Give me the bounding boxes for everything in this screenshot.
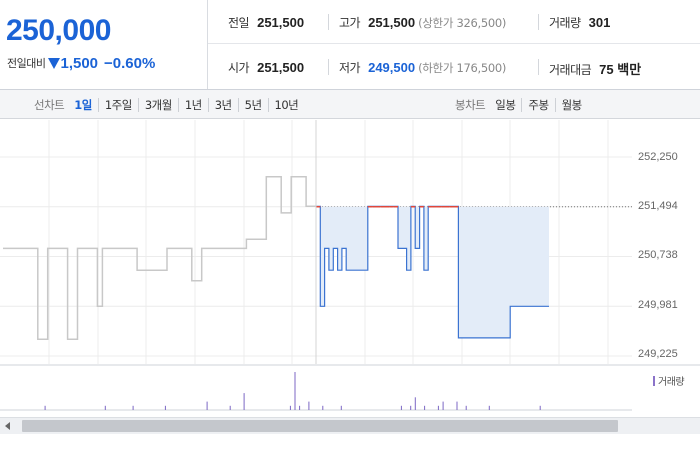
tab-3-years[interactable]: 3년 xyxy=(207,98,238,112)
volume-bar xyxy=(44,405,46,410)
tab-weekly-candle[interactable]: 주봉 xyxy=(521,98,555,112)
volume-bar xyxy=(414,397,416,410)
stat-prev-close: 전일 251,500 xyxy=(228,14,304,31)
tab-1-day[interactable]: 1일 xyxy=(74,98,92,112)
volume-bar xyxy=(289,405,291,410)
volume-legend-swatch xyxy=(653,376,655,386)
change-row: 전일대비 1,500 −0.60% xyxy=(7,53,155,72)
chart-scrollbar[interactable] xyxy=(0,417,700,434)
stat-value: 251,500 xyxy=(257,60,305,75)
stat-grid: 전일 251,500 고가 251,500 (상한가 326,500) 거래량 301 … xyxy=(208,0,700,89)
volume-bar xyxy=(442,401,444,410)
candle-chart-label: 봉차트 xyxy=(455,98,486,112)
quote-header: 250,000 전일대비 1,500 −0.60% 전일 251,500 고가 251,… xyxy=(0,0,700,90)
tab-5-years[interactable]: 5년 xyxy=(237,98,268,112)
volume-bar xyxy=(164,405,166,410)
price-chart-svg xyxy=(0,120,700,411)
tab-1-year[interactable]: 1년 xyxy=(177,98,208,112)
price-chart: 252,250 251,494 250,738 249,981 249,225 … xyxy=(0,120,700,418)
stat-row: 전일 251,500 고가 251,500 (상한가 326,500) 거래량 301 xyxy=(208,0,700,44)
tab-daily-candle[interactable]: 일봉 xyxy=(495,98,516,112)
y-tick-label: 251,494 xyxy=(638,200,678,212)
stat-volume: 거래량 301 xyxy=(538,14,610,30)
stat-row: 시가 251,500 저가 249,500 (하한가 176,500) 거래대금 75 … xyxy=(208,45,700,89)
volume-bar xyxy=(294,372,296,410)
volume-bar xyxy=(308,401,310,410)
volume-bar xyxy=(132,405,134,410)
tab-1-week[interactable]: 1주일 xyxy=(97,98,138,112)
volume-bar xyxy=(424,405,426,410)
tab-monthly-candle[interactable]: 월봉 xyxy=(554,98,588,112)
stat-high: 고가 251,500 (상한가 326,500) xyxy=(328,14,506,30)
y-tick-label: 250,738 xyxy=(638,249,678,261)
volume-bar xyxy=(229,405,231,410)
volume-bar xyxy=(465,405,467,410)
volume-bar xyxy=(410,405,412,410)
volume-legend-label: 거래량 xyxy=(658,377,685,388)
stat-label: 전일 xyxy=(228,16,250,30)
volume-bar xyxy=(456,401,458,410)
change-label: 전일대비 xyxy=(7,57,46,70)
today-series-area xyxy=(316,206,549,338)
scroll-thumb[interactable] xyxy=(22,420,618,432)
line-chart-tabs: 선차트 1일 1주일 3개월 1년 3년 5년 10년 xyxy=(34,97,305,113)
volume-bar xyxy=(299,405,301,410)
candle-chart-tabs: 봉차트 일봉 주봉 월봉 xyxy=(455,97,588,113)
stat-label: 거래량 xyxy=(549,16,581,30)
stat-label: 저가 xyxy=(339,61,361,75)
tab-3-months[interactable]: 3개월 xyxy=(137,98,178,112)
scroll-left-arrow-icon[interactable] xyxy=(5,422,10,430)
y-tick-label: 249,225 xyxy=(638,348,678,360)
volume-bar xyxy=(322,405,324,410)
stat-label: 거래대금 xyxy=(549,63,592,77)
tab-10-years[interactable]: 10년 xyxy=(267,98,305,112)
line-chart-label: 선차트 xyxy=(34,98,65,112)
y-tick-label: 249,981 xyxy=(638,299,678,311)
chart-period-tabs: 선차트 1일 1주일 3개월 1년 3년 5년 10년 봉차트 일봉 주봉 월봉 xyxy=(0,90,700,119)
stat-label: 고가 xyxy=(339,16,361,30)
y-tick-label: 252,250 xyxy=(638,151,678,163)
volume-legend: 거래량 xyxy=(653,373,685,388)
price-block: 250,000 전일대비 1,500 −0.60% xyxy=(0,0,208,89)
today-series-line xyxy=(316,205,549,339)
volume-bar xyxy=(539,405,541,410)
stat-value: 251,500 xyxy=(368,15,416,30)
stat-label: 시가 xyxy=(228,61,250,75)
stat-value: 251,500 xyxy=(257,15,305,30)
change-rate: −0.60% xyxy=(104,55,156,72)
volume-bar xyxy=(340,405,342,410)
lower-limit-note: (하한가 176,500) xyxy=(418,61,507,75)
stat-low: 저가 249,500 (하한가 176,500) xyxy=(328,59,506,75)
volume-bar xyxy=(104,405,106,410)
change-amount: 1,500 xyxy=(60,55,99,72)
stat-value: 301 xyxy=(588,15,611,30)
history-series-line xyxy=(3,175,316,340)
volume-bar xyxy=(243,393,245,410)
current-price: 250,000 xyxy=(6,14,111,47)
volume-bar xyxy=(488,405,490,410)
stat-value: 249,500 xyxy=(368,60,416,75)
volume-bar xyxy=(437,405,439,410)
stat-value: 75 백만 xyxy=(599,62,642,77)
stat-open: 시가 251,500 xyxy=(228,59,304,76)
volume-bar xyxy=(206,401,208,410)
down-triangle-icon xyxy=(48,58,61,69)
stat-trade-value: 거래대금 75 백만 xyxy=(538,59,642,77)
upper-limit-note: (상한가 326,500) xyxy=(418,16,507,30)
volume-bar xyxy=(400,405,402,410)
